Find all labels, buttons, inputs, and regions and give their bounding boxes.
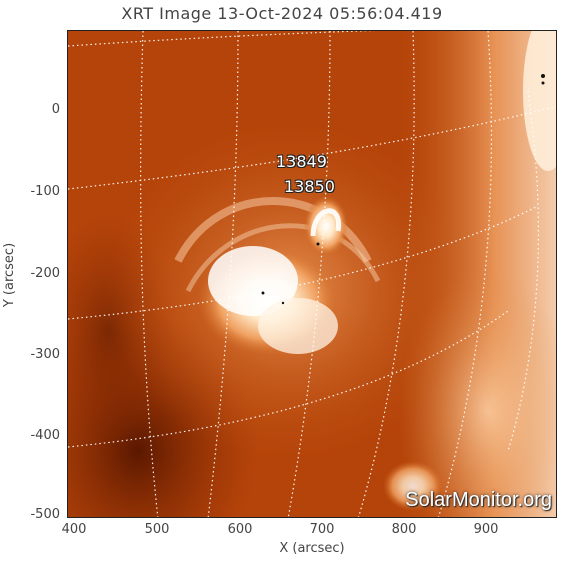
x-tick-label: 400 <box>61 522 87 537</box>
x-tick-label: 700 <box>309 522 335 537</box>
y-tick-label: -300 <box>30 347 60 362</box>
y-tick-label: 0 <box>51 102 60 117</box>
y-tick-label: -100 <box>30 184 60 199</box>
y-axis-label: Y (arcsec) <box>2 242 17 308</box>
watermark: SolarMonitor.org <box>405 489 552 511</box>
y-tick-label: -200 <box>30 266 60 281</box>
x-tick-label: 800 <box>391 522 417 537</box>
x-tick-label: 600 <box>227 522 253 537</box>
xrt-image-canvas <box>68 31 556 517</box>
active-region-label: 13850 <box>284 177 335 196</box>
y-tick-label: -500 <box>30 507 60 522</box>
x-tick-label: 900 <box>473 522 499 537</box>
x-axis-label: X (arcsec) <box>279 541 345 556</box>
active-region-label: 13849 <box>276 152 327 171</box>
y-tick-label: -400 <box>30 428 60 443</box>
solar-image <box>67 30 557 518</box>
image-title: XRT Image 13-Oct-2024 05:56:04.419 <box>121 4 443 23</box>
x-tick-label: 500 <box>144 522 170 537</box>
